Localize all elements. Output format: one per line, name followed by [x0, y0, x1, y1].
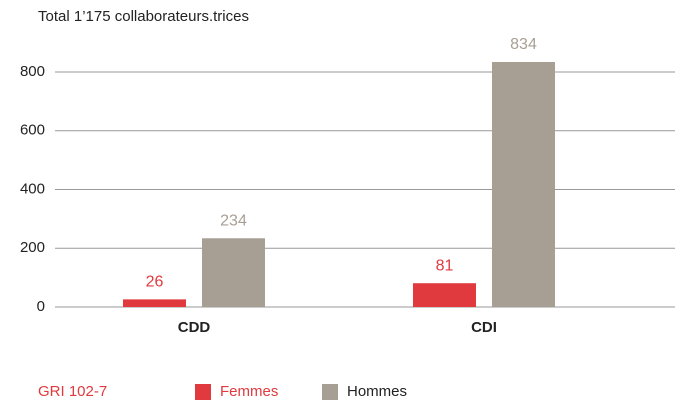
bar [123, 299, 186, 307]
y-tick-label: 0 [37, 298, 45, 315]
value-label: 26 [146, 274, 164, 291]
legend-label: Hommes [347, 383, 407, 400]
y-tick-label: 200 [20, 239, 45, 256]
bar [202, 238, 265, 307]
y-tick-label: 400 [20, 180, 45, 197]
value-label: 834 [510, 36, 537, 53]
x-tick-label: CDI [471, 319, 497, 336]
annotation: GRI 102-7 [38, 383, 107, 400]
value-label: 81 [436, 257, 454, 274]
chart-title: Total 1’175 collaborateurs.trices [38, 8, 249, 25]
x-tick-label: CDD [178, 319, 211, 336]
y-tick-label: 800 [20, 63, 45, 80]
legend-swatch [322, 384, 338, 400]
value-label: 234 [220, 212, 247, 229]
legend-label: Femmes [220, 383, 278, 400]
y-tick-label: 600 [20, 122, 45, 139]
bar [413, 283, 476, 307]
legend-swatch [195, 384, 211, 400]
bar [492, 62, 555, 308]
